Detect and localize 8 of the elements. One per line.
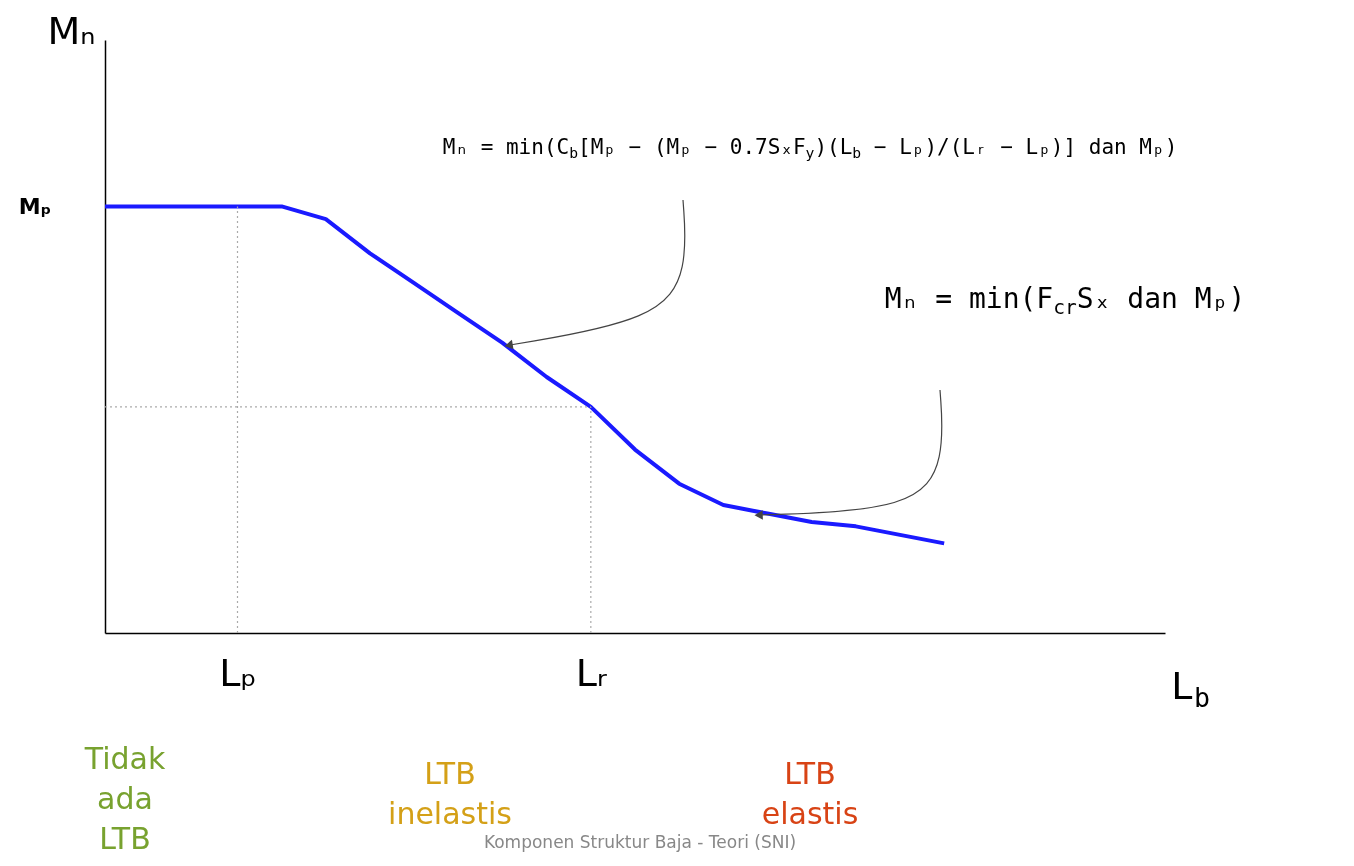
text: LTB elastis — [761, 756, 859, 831]
text: Mₚ — [18, 194, 52, 219]
y-axis-title: Mₙ — [47, 8, 96, 53]
text: Komponen Struktur Baja - Teori (SNI) — [483, 832, 797, 852]
x-tick-label: Lₚ — [219, 650, 257, 695]
text: LTB inelastis — [388, 756, 512, 831]
x-tick-label: Lᵣ — [575, 650, 607, 695]
text: Tidak ada LTB — [83, 741, 166, 856]
